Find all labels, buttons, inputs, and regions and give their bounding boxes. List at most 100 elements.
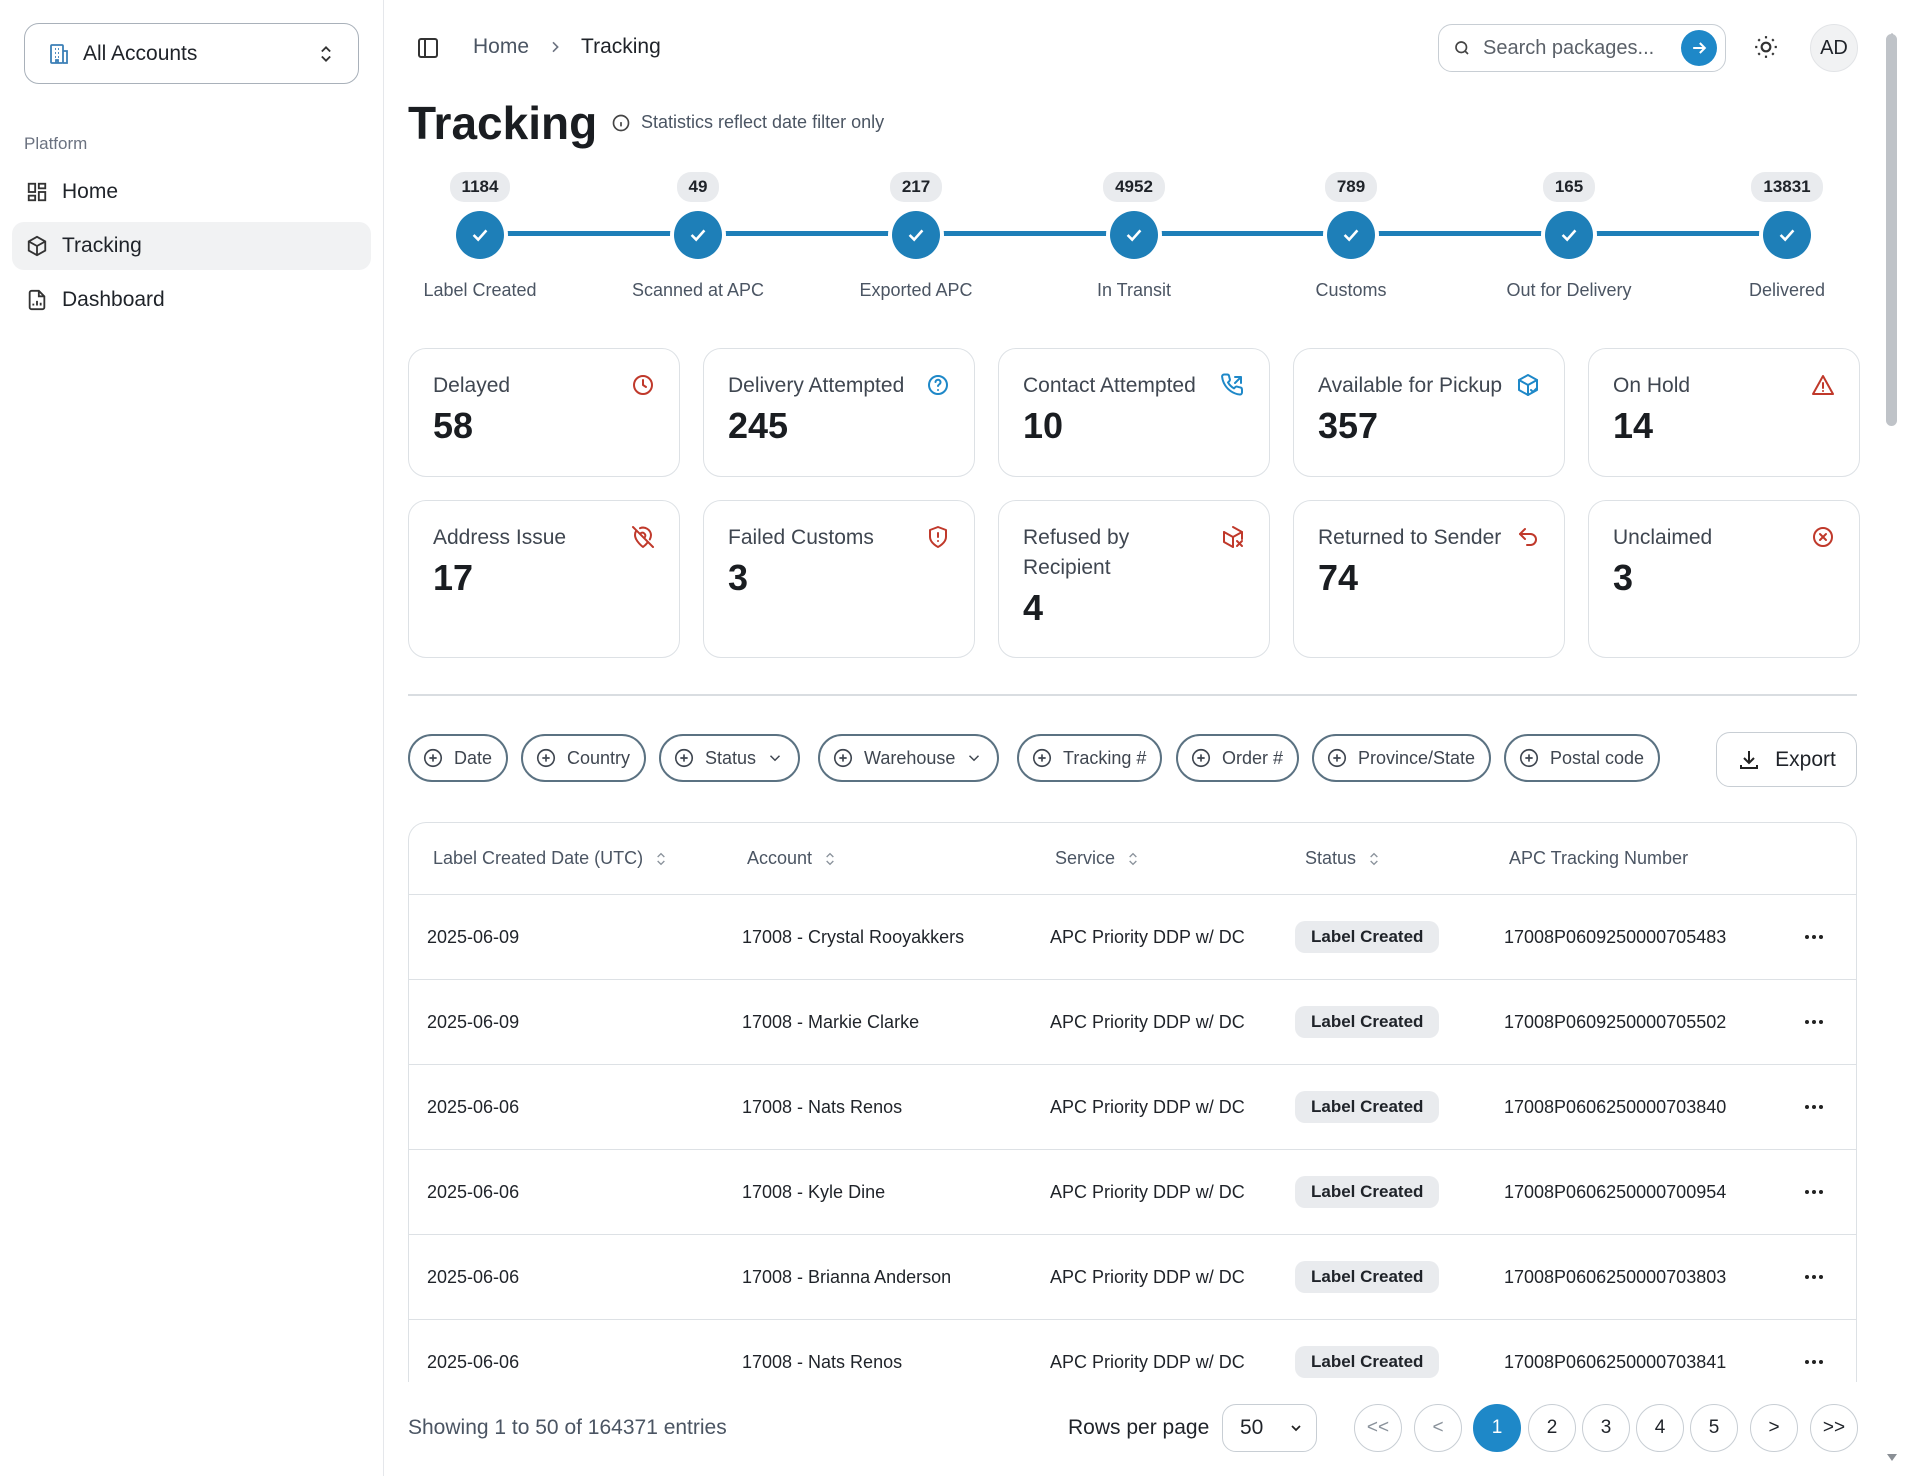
phone-forward-icon [1221,373,1245,397]
column-header[interactable]: Label Created Date (UTC) [433,848,669,869]
scroll-down-arrow[interactable] [1885,1452,1899,1464]
stat-card-label: Delayed [433,374,511,397]
undo-icon [1516,525,1540,549]
account-selector[interactable]: All Accounts [24,23,359,84]
stat-card[interactable]: Refused by Recipient 4 [998,500,1270,658]
stat-card-value: 3 [728,557,749,598]
status-badge: Label Created [1295,1261,1440,1293]
sidebar-toggle-icon[interactable] [416,36,440,60]
plus-circle-icon [1326,747,1348,769]
last-page-button[interactable]: >> [1810,1404,1858,1452]
sidebar-item-tracking[interactable]: Tracking [12,222,371,270]
filter-province-state[interactable]: Province/State [1312,734,1492,782]
cell-service: APC Priority DDP w/ DC [1050,1012,1245,1032]
prev-page-button[interactable]: < [1414,1404,1462,1452]
filter-warehouse[interactable]: Warehouse [818,734,1000,782]
more-horizontal-icon[interactable] [1802,1350,1826,1374]
first-page-button[interactable]: << [1354,1404,1402,1452]
step-check-icon [674,211,722,259]
stat-card-value: 14 [1613,405,1654,446]
layout-grid-icon [26,181,50,203]
breadcrumb-current: Tracking [581,35,661,58]
step-count: 13831 [1751,172,1823,202]
column-header: APC Tracking Number [1509,848,1688,869]
filter-tracking[interactable]: Tracking # [1017,734,1163,782]
plus-circle-icon [422,747,444,769]
table-row[interactable]: 2025-06-09 17008 - Crystal Rooyakkers APC … [409,895,1856,980]
plus-circle-icon [673,747,695,769]
table-row[interactable]: 2025-06-06 17008 - Kyle Dine APC Priority … [409,1150,1856,1235]
plus-circle-icon [832,747,854,769]
cell-service: APC Priority DDP w/ DC [1050,927,1245,947]
map-pin-off-icon [631,525,655,549]
filter-status[interactable]: Status [659,734,801,782]
sidebar-item-home[interactable]: Home [12,168,371,216]
stat-card[interactable]: Unclaimed 3 [1588,500,1860,658]
plus-circle-icon [1518,747,1540,769]
page-button[interactable]: 5 [1690,1404,1738,1452]
more-horizontal-icon[interactable] [1802,925,1826,949]
sun-icon[interactable] [1753,34,1779,60]
table-row[interactable]: 2025-06-06 17008 - Nats Renos APC Priority… [409,1065,1856,1150]
cell-account: 17008 - Crystal Rooyakkers [742,927,965,947]
stat-card[interactable]: Returned to Sender 74 [1293,500,1565,658]
table-row[interactable]: 2025-06-06 17008 - Nats Renos APC Priority… [409,1320,1856,1382]
filter-date[interactable]: Date [408,734,509,782]
stat-card-label: Returned to Sender [1318,526,1502,549]
scrollbar-thumb[interactable] [1886,34,1897,426]
filter-label: Country [567,747,631,768]
avatar[interactable]: AD [1810,24,1858,72]
step-label: Scanned at APC [631,280,765,300]
more-horizontal-icon[interactable] [1802,1180,1826,1204]
sidebar-item-dashboard[interactable]: Dashboard [12,276,371,324]
table-row[interactable]: 2025-06-09 17008 - Markie Clarke APC Prior… [409,980,1856,1065]
filter-country[interactable]: Country [521,734,647,782]
cell-account: 17008 - Brianna Anderson [742,1267,952,1287]
cell-account: 17008 - Markie Clarke [742,1012,920,1032]
page-button[interactable]: 3 [1582,1404,1630,1452]
search-input[interactable] [1483,36,1678,60]
cell-date: 2025-06-06 [427,1267,520,1287]
stat-card[interactable]: Delayed 58 [408,348,680,477]
packages-table: Label Created Date (UTC) Account Service St… [408,822,1857,1382]
stat-card[interactable]: Available for Pickup 357 [1293,348,1565,477]
column-header[interactable]: Account [747,848,838,869]
stats-note: Statistics reflect date filter only [611,112,884,133]
stat-card[interactable]: Delivery Attempted 245 [703,348,975,477]
stat-card[interactable]: Failed Customs 3 [703,500,975,658]
more-horizontal-icon[interactable] [1802,1095,1826,1119]
chevrons-up-down-icon [316,44,336,64]
rows-per-page-select[interactable]: 50 [1222,1404,1317,1452]
stat-card-value: 357 [1318,405,1379,446]
stat-card-value: 245 [728,405,789,446]
page-button[interactable]: 2 [1528,1404,1576,1452]
step-check-icon [456,211,504,259]
stat-card[interactable]: Address Issue 17 [408,500,680,658]
table-row[interactable]: 2025-06-06 17008 - Brianna Anderson APC Pr… [409,1235,1856,1320]
search-submit-button[interactable] [1681,30,1717,66]
cell-account: 17008 - Kyle Dine [742,1182,886,1202]
next-page-button[interactable]: > [1750,1404,1798,1452]
more-horizontal-icon[interactable] [1802,1265,1826,1289]
filter-order[interactable]: Order # [1176,734,1300,782]
column-header[interactable]: Service [1055,848,1141,869]
step-check-icon [892,211,940,259]
page-button[interactable]: 1 [1473,1404,1521,1452]
filter-postal-code[interactable]: Postal code [1504,734,1661,782]
stat-card-label: Available for Pickup [1318,374,1503,397]
stat-card[interactable]: Contact Attempted 10 [998,348,1270,477]
stat-card-value: 4 [1023,587,1044,628]
more-horizontal-icon[interactable] [1802,1010,1826,1034]
sort-icon [653,850,669,868]
cell-date: 2025-06-06 [427,1097,520,1117]
breadcrumb-home[interactable]: Home [473,35,530,58]
page-button[interactable]: 4 [1636,1404,1684,1452]
step-label: In Transit [1096,280,1172,300]
step-count: 217 [889,172,943,202]
file-chart-icon [26,289,50,311]
chevron-down-icon [965,749,983,767]
column-header[interactable]: Status [1305,848,1382,869]
export-button[interactable]: Export [1716,732,1857,787]
cell-service: APC Priority DDP w/ DC [1050,1182,1245,1202]
stat-card[interactable]: On Hold 14 [1588,348,1860,477]
